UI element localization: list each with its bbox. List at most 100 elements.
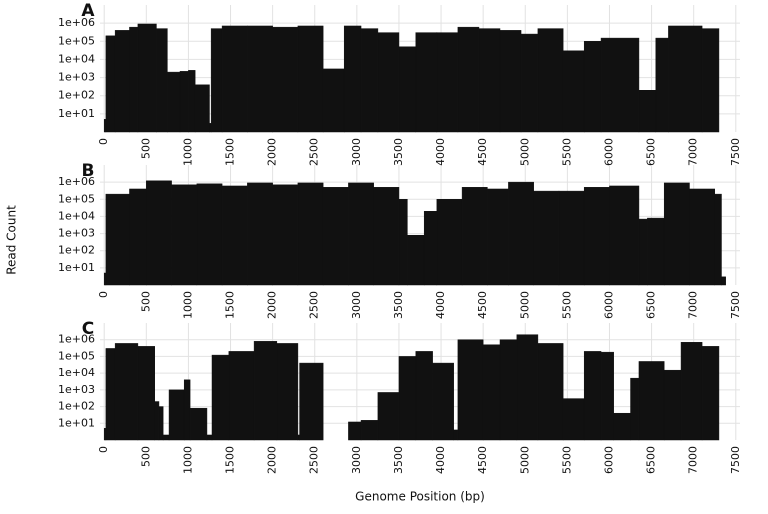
x-tick-label: 5500 — [560, 446, 573, 474]
y-tick-label: 1e+03 — [58, 227, 95, 240]
x-axis-label: Genome Position (bp) — [355, 490, 485, 504]
bar — [533, 190, 560, 286]
bar — [680, 342, 703, 441]
x-tick-label: 500 — [139, 446, 152, 467]
x-tick-label: 3500 — [392, 138, 405, 166]
bar — [146, 180, 172, 286]
y-tick-label: 1e+05 — [58, 349, 95, 362]
x-tick-label: 6000 — [602, 446, 615, 474]
bar — [562, 398, 585, 441]
y-tick-label: 1e+01 — [58, 107, 95, 120]
bar — [156, 28, 168, 133]
x-tick-label: 7000 — [687, 291, 700, 319]
bar — [105, 348, 116, 441]
bar — [221, 185, 248, 286]
x-tick-label: 6000 — [602, 291, 615, 319]
bar — [348, 182, 374, 286]
bar — [114, 30, 130, 133]
bar — [583, 351, 602, 441]
x-tick-label: 1000 — [181, 291, 194, 319]
bar — [209, 123, 212, 133]
bar — [516, 334, 539, 441]
bar — [482, 344, 501, 441]
bar — [168, 389, 185, 441]
bar — [600, 351, 614, 441]
x-tick-label: 1500 — [224, 291, 237, 319]
bar — [457, 26, 480, 133]
bar — [520, 33, 539, 133]
bar — [360, 420, 379, 441]
bar — [638, 90, 657, 133]
bar — [183, 379, 191, 441]
bar — [221, 25, 248, 133]
bar — [398, 356, 417, 441]
bar — [562, 50, 585, 133]
x-tick-label: 2500 — [308, 291, 321, 319]
x-tick-label: 500 — [139, 138, 152, 159]
bar — [158, 406, 164, 441]
bar — [457, 339, 484, 441]
bar — [167, 71, 181, 133]
x-tick-label: 4500 — [476, 291, 489, 319]
bar — [299, 362, 324, 441]
y-tick-label: 1e+02 — [58, 400, 95, 413]
x-tick-label: 1500 — [224, 138, 237, 166]
bar — [103, 119, 107, 133]
x-tick-label: 2500 — [308, 138, 321, 166]
x-tick-label: 5500 — [560, 138, 573, 166]
bar — [558, 190, 585, 286]
x-tick-label: 6500 — [645, 291, 658, 319]
bar — [499, 339, 518, 441]
x-tick-label: 2000 — [266, 138, 279, 166]
panel-title: B — [82, 161, 95, 181]
bar — [701, 346, 720, 441]
x-tick-label: 5000 — [518, 446, 531, 474]
x-tick-label: 2000 — [266, 446, 279, 474]
x-tick-label: 7000 — [687, 138, 700, 166]
bar — [194, 84, 210, 133]
bar — [415, 32, 438, 133]
bar — [276, 343, 299, 441]
x-tick-label: 0 — [97, 138, 110, 145]
bar — [373, 187, 400, 286]
bar — [189, 407, 208, 441]
bar — [398, 199, 408, 286]
bar — [714, 193, 722, 286]
x-tick-label: 7500 — [729, 446, 742, 474]
bar — [228, 351, 255, 441]
y-tick-label: 1e+06 — [58, 175, 95, 188]
bar — [162, 434, 170, 441]
y-tick-label: 1e+01 — [58, 416, 95, 429]
x-tick-label: 7500 — [729, 138, 742, 166]
x-tick-label: 500 — [139, 291, 152, 312]
x-tick-label: 2000 — [266, 291, 279, 319]
bar — [583, 187, 610, 286]
x-tick-label: 0 — [97, 291, 110, 298]
bar — [630, 377, 640, 441]
bar — [436, 32, 459, 133]
bar — [508, 181, 534, 286]
bar — [663, 182, 690, 286]
x-tick-label: 5000 — [518, 138, 531, 166]
bar — [638, 361, 665, 441]
bar — [609, 185, 640, 286]
x-tick-label: 4500 — [476, 446, 489, 474]
bar — [583, 41, 602, 133]
bar — [478, 28, 501, 133]
bar — [297, 434, 300, 441]
bar — [721, 276, 726, 286]
x-tick-label: 6500 — [645, 446, 658, 474]
bar — [322, 187, 349, 286]
bar — [206, 434, 213, 441]
bar — [137, 23, 157, 133]
bar — [360, 28, 379, 133]
bar — [348, 421, 362, 441]
bar — [537, 343, 564, 441]
panel-title: C — [82, 319, 94, 339]
y-tick-label: 1e+03 — [58, 383, 95, 396]
bar — [461, 187, 488, 286]
x-tick-label: 2500 — [308, 446, 321, 474]
bar — [377, 32, 400, 133]
bar — [103, 428, 107, 441]
